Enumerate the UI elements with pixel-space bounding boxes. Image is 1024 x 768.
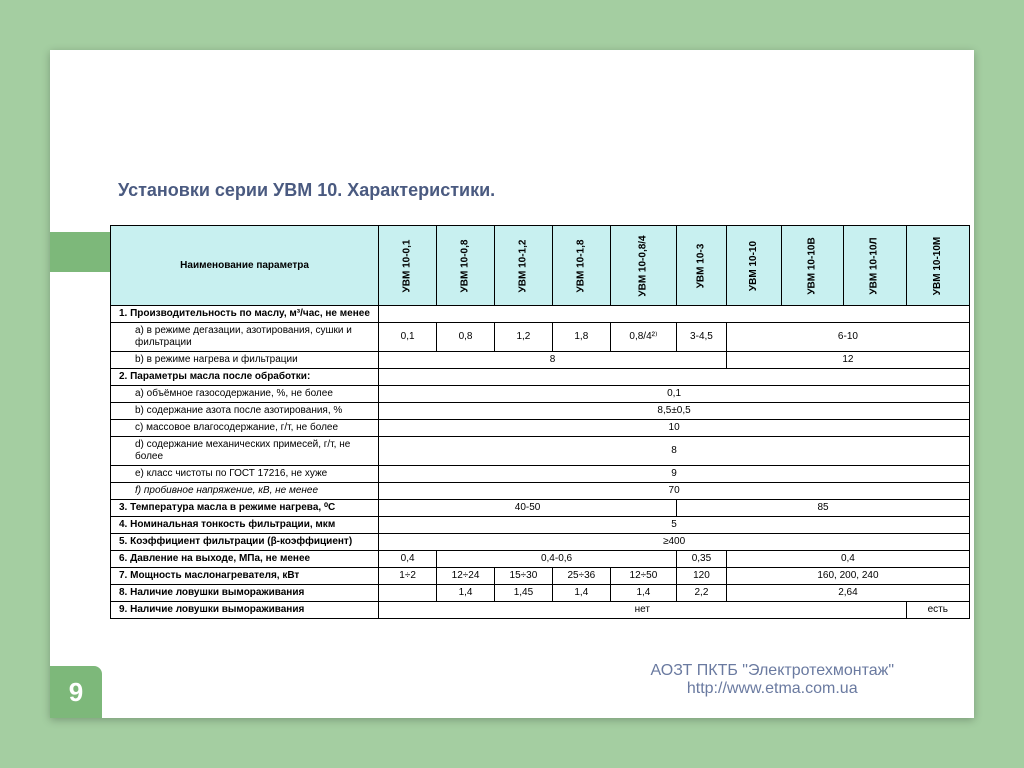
footer-url: http://www.etma.com.ua xyxy=(650,680,894,698)
header-col-2: УВМ 10-1,2 xyxy=(494,226,552,306)
table-row: b) содержание азота после азотирования, … xyxy=(111,403,970,420)
header-col-8: УВМ 10-10Л xyxy=(844,226,906,306)
slide-title: Установки серии УВМ 10. Характеристики. xyxy=(118,180,495,201)
table-row: 3. Температура масла в режиме нагрева, ⁰… xyxy=(111,500,970,517)
table-row: d) содержание механических примесей, г/т… xyxy=(111,437,970,466)
table-row: f) пробивное напряжение, кВ, не менее70 xyxy=(111,483,970,500)
table-row: c) массовое влагосодержание, г/т, не бол… xyxy=(111,420,970,437)
slide-footer: АОЗТ ПКТБ "Электротехмонтаж" http://www.… xyxy=(650,662,894,698)
footer-org: АОЗТ ПКТБ "Электротехмонтаж" xyxy=(650,662,894,680)
header-col-5: УВМ 10-3 xyxy=(677,226,727,306)
header-col-6: УВМ 10-10 xyxy=(726,226,781,306)
page-number: 9 xyxy=(50,666,102,718)
table-row: 6. Давление на выходе, МПа, не менее 0,4… xyxy=(111,551,970,568)
header-param: Наименование параметра xyxy=(111,226,379,306)
header-col-3: УВМ 10-1,8 xyxy=(552,226,610,306)
spec-table-container: Наименование параметра УВМ 10-0,1 УВМ 10… xyxy=(110,225,970,619)
header-col-4: УВМ 10-0,8/4 xyxy=(610,226,676,306)
header-col-0: УВМ 10-0,1 xyxy=(379,226,437,306)
table-row: e) класс чистоты по ГОСТ 17216, не хуже9 xyxy=(111,466,970,483)
table-row: 9. Наличие ловушки вымораживания нет ест… xyxy=(111,602,970,619)
table-row: 5. Коэффициент фильтрации (β-коэффициент… xyxy=(111,534,970,551)
table-row: 4. Номинальная тонкость фильтрации, мкм5 xyxy=(111,517,970,534)
table-row: 8. Наличие ловушки вымораживания 1,4 1,4… xyxy=(111,585,970,602)
header-col-9: УВМ 10-10М xyxy=(906,226,969,306)
spec-table: Наименование параметра УВМ 10-0,1 УВМ 10… xyxy=(110,225,970,619)
table-row: 1. Производительность по маслу, м³/час, … xyxy=(111,306,970,323)
table-row: b) в режиме нагрева и фильтрации 8 12 xyxy=(111,352,970,369)
slide: Установки серии УВМ 10. Характеристики. … xyxy=(50,50,974,718)
table-row: 7. Мощность маслонагревателя, кВт 1÷2 12… xyxy=(111,568,970,585)
header-col-7: УВМ 10-10В xyxy=(782,226,844,306)
table-row: 2. Параметры масла после обработки: xyxy=(111,369,970,386)
table-row: a) объёмное газосодержание, %, не более0… xyxy=(111,386,970,403)
header-col-1: УВМ 10-0,8 xyxy=(437,226,495,306)
table-row: a) в режиме дегазации, азотирования, суш… xyxy=(111,323,970,352)
